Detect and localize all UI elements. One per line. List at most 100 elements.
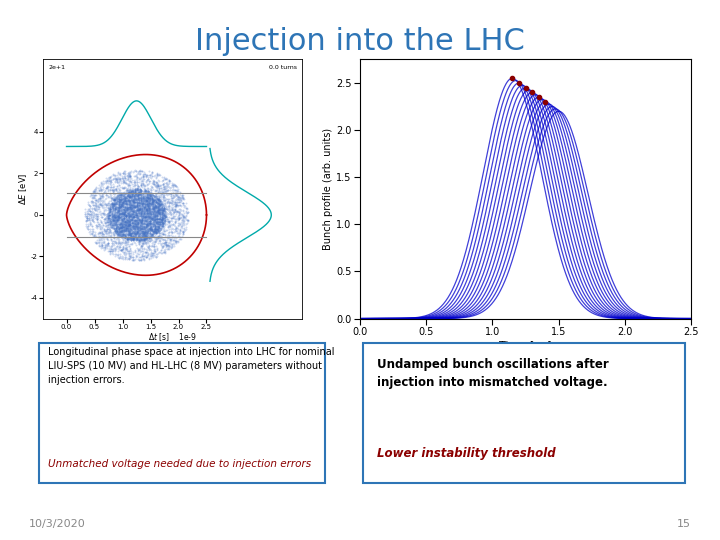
Point — [132, 203, 143, 212]
Point — [143, 177, 155, 185]
Point — [137, 229, 148, 238]
Point — [132, 203, 144, 212]
Point — [116, 239, 127, 248]
Point — [148, 226, 159, 235]
Point — [154, 221, 166, 230]
Point — [107, 213, 119, 222]
Point — [120, 213, 131, 221]
Point — [124, 186, 135, 194]
Point — [143, 253, 154, 262]
Point — [96, 241, 108, 249]
Point — [133, 219, 145, 228]
Point — [112, 227, 123, 235]
Point — [130, 220, 142, 229]
Point — [147, 195, 158, 204]
Point — [150, 197, 162, 206]
Point — [112, 188, 123, 197]
Point — [159, 213, 171, 221]
Point — [138, 184, 150, 193]
Point — [150, 189, 162, 198]
Point — [134, 207, 145, 216]
Point — [111, 200, 122, 208]
Point — [105, 243, 117, 252]
Point — [124, 223, 135, 232]
Point — [110, 174, 122, 183]
Point — [109, 190, 121, 199]
Point — [133, 210, 145, 218]
Point — [96, 185, 107, 193]
Point — [130, 190, 141, 198]
Point — [156, 240, 167, 248]
Point — [130, 189, 142, 198]
Point — [96, 210, 107, 219]
Point — [153, 204, 165, 213]
Point — [89, 191, 100, 199]
Point — [125, 204, 137, 212]
Point — [116, 252, 127, 260]
Point — [160, 198, 171, 207]
Point — [127, 194, 139, 202]
Point — [154, 171, 166, 179]
Point — [139, 193, 150, 201]
Point — [90, 211, 102, 220]
Point — [114, 209, 125, 218]
Point — [107, 204, 118, 213]
Point — [107, 186, 119, 195]
Point — [138, 228, 149, 237]
Point — [86, 225, 97, 233]
Point — [152, 227, 163, 236]
Point — [119, 210, 130, 218]
Point — [165, 235, 176, 244]
Point — [90, 184, 102, 192]
Point — [131, 233, 143, 242]
Point — [129, 195, 140, 204]
Point — [149, 226, 161, 235]
Point — [153, 207, 165, 216]
Point — [111, 230, 122, 239]
Point — [111, 192, 122, 200]
Point — [132, 235, 144, 244]
Point — [112, 224, 124, 233]
Point — [169, 200, 181, 209]
Point — [148, 225, 159, 234]
Point — [132, 214, 143, 222]
Point — [140, 186, 151, 195]
Point — [174, 198, 186, 206]
Point — [114, 199, 125, 208]
Point — [146, 231, 158, 239]
Point — [114, 193, 125, 201]
Point — [143, 209, 154, 218]
Point — [102, 216, 114, 225]
Point — [110, 235, 122, 244]
Point — [132, 186, 144, 194]
Point — [168, 200, 179, 208]
Point — [122, 224, 133, 232]
Point — [136, 215, 148, 224]
Point — [157, 230, 168, 238]
Point — [143, 167, 154, 176]
Point — [114, 202, 125, 211]
Point — [118, 213, 130, 222]
Point — [120, 202, 131, 211]
Point — [130, 207, 142, 215]
Point — [134, 205, 145, 213]
Point — [150, 208, 162, 217]
Point — [136, 204, 148, 212]
Point — [127, 207, 139, 215]
Point — [148, 228, 160, 237]
Point — [129, 205, 140, 213]
Point — [119, 223, 130, 232]
Point — [145, 214, 157, 222]
Point — [141, 207, 153, 215]
Point — [107, 200, 119, 208]
Point — [143, 205, 154, 214]
Point — [156, 204, 167, 213]
Point — [117, 193, 129, 202]
Point — [114, 253, 125, 262]
Point — [128, 213, 140, 222]
Point — [126, 218, 138, 227]
Point — [135, 224, 147, 233]
Point — [147, 208, 158, 217]
Point — [171, 214, 183, 223]
Point — [91, 188, 103, 197]
